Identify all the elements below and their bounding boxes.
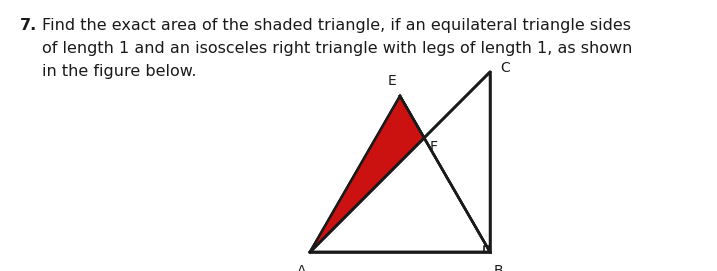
Text: C: C xyxy=(500,61,510,75)
Text: E: E xyxy=(387,74,396,88)
Text: in the figure below.: in the figure below. xyxy=(42,64,196,79)
Text: A: A xyxy=(298,264,307,271)
Text: Find the exact area of the shaded triangle, if an equilateral triangle sides: Find the exact area of the shaded triang… xyxy=(42,18,631,33)
Polygon shape xyxy=(310,96,424,252)
Text: B: B xyxy=(493,264,503,271)
Text: 7.: 7. xyxy=(20,18,37,33)
Text: of length 1 and an isosceles right triangle with legs of length 1, as shown: of length 1 and an isosceles right trian… xyxy=(42,41,632,56)
Text: F: F xyxy=(430,140,438,154)
